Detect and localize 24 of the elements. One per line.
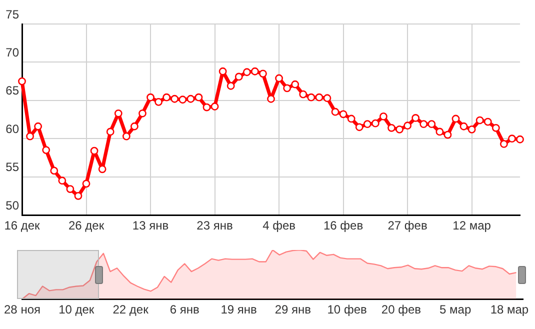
y-tick-label: 55	[6, 160, 20, 174]
x-tick-label: 12 мар	[452, 218, 492, 233]
x-tick-label: 29 янв	[274, 302, 312, 317]
x-tick-label: 27 фев	[388, 218, 428, 233]
x-tick-label: 16 дек	[4, 218, 41, 233]
x-tick-label: 20 фев	[381, 302, 421, 317]
x-tick-label: 10 дек	[58, 302, 95, 317]
y-tick-label: 60	[6, 122, 20, 136]
x-tick-label: 19 янв	[220, 302, 257, 317]
x-tick-label: 10 фев	[327, 302, 367, 317]
x-tick-label: 18 мар	[490, 302, 529, 317]
y-tick-label: 50	[6, 198, 20, 212]
y-tick-label: 65	[6, 84, 20, 98]
x-tick-label: 5 мар	[440, 302, 472, 317]
x-tick-label: 28 ноя	[4, 302, 40, 317]
x-tick-label: 6 янв	[170, 302, 200, 317]
y-tick-label: 75	[6, 7, 20, 22]
x-tick-label: 13 янв	[132, 218, 169, 233]
x-tick-label: 22 дек	[112, 302, 150, 317]
x-tick-label: 16 фев	[323, 218, 364, 233]
x-tick-label: 26 дек	[68, 218, 105, 233]
x-tick-label: 23 янв	[196, 218, 233, 233]
y-tick-label: 70	[6, 46, 20, 60]
x-tick-label: 4 фев	[262, 218, 296, 233]
